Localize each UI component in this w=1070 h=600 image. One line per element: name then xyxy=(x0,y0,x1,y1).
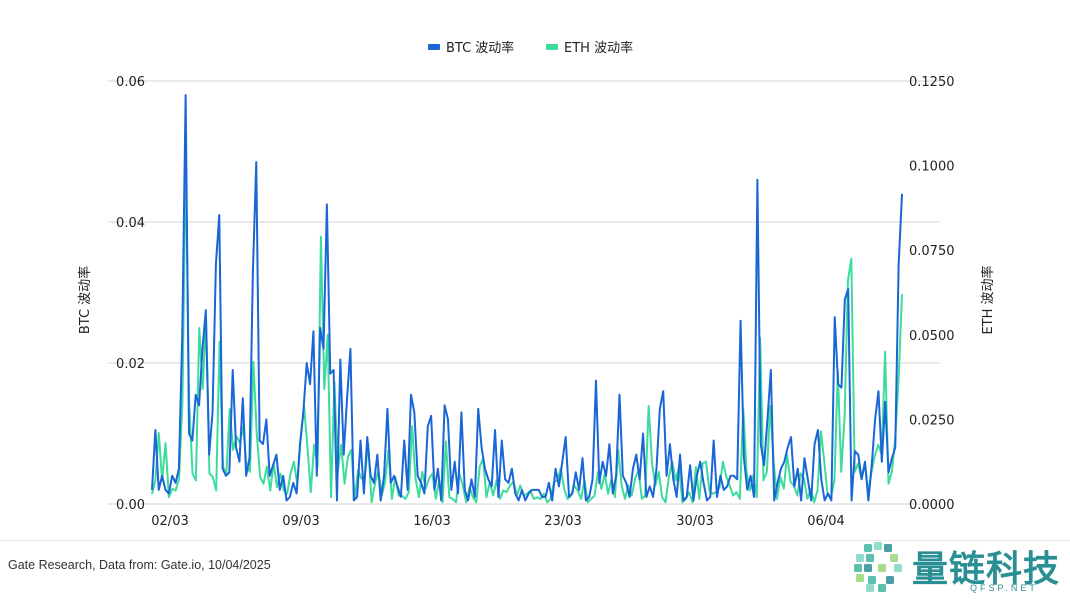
source-note: Gate Research, Data from: Gate.io, 10/04… xyxy=(8,558,271,572)
left-tick-label: 0.06 xyxy=(116,75,145,90)
watermark-logo: 量链科技 QFSP.NET xyxy=(850,538,1065,598)
left-axis-label: BTC 波动率 xyxy=(77,266,93,334)
x-tick-label: 06/04 xyxy=(807,514,844,529)
watermark-text: 量链科技 xyxy=(912,549,1061,590)
x-tick-label: 23/03 xyxy=(544,514,581,529)
right-axis-label: ETH 波动率 xyxy=(980,265,996,334)
right-tick-label: 0.0250 xyxy=(909,413,955,428)
left-axis-ticks: 0.00 0.02 0.04 0.06 xyxy=(116,75,145,513)
watermark-mosaic-icon xyxy=(854,542,902,592)
legend-label: ETH 波动率 xyxy=(564,40,633,56)
legend: BTC 波动率 ETH 波动率 xyxy=(428,40,633,56)
legend-swatch xyxy=(428,44,440,50)
legend-swatch xyxy=(546,44,558,50)
series-layer xyxy=(151,94,903,504)
right-tick-label: 0.1000 xyxy=(909,160,955,175)
right-tick-label: 0.1250 xyxy=(909,75,955,90)
x-tick-label: 02/03 xyxy=(151,514,188,529)
x-tick-label: 09/03 xyxy=(282,514,319,529)
left-tick-label: 0.04 xyxy=(116,216,145,231)
footer-divider xyxy=(0,540,1070,541)
grid-lines xyxy=(108,80,940,505)
watermark-subtext: QFSP.NET xyxy=(970,583,1038,593)
eth-series-line xyxy=(151,154,903,504)
right-tick-label: 0.0000 xyxy=(909,498,955,513)
x-tick-label: 16/03 xyxy=(413,514,450,529)
legend-label: BTC 波动率 xyxy=(446,40,514,56)
btc-series-line xyxy=(151,94,903,502)
left-tick-label: 0.00 xyxy=(116,498,145,513)
volatility-line-chart: 0.00 0.02 0.04 0.06 0.0000 0.0250 0.0500 0.075… xyxy=(77,40,996,529)
x-axis-ticks: 02/03 09/03 16/03 23/03 30/03 06/04 xyxy=(151,514,844,529)
x-tick-label: 30/03 xyxy=(676,514,713,529)
right-axis-ticks: 0.0000 0.0250 0.0500 0.0750 0.1000 0.1250 xyxy=(909,75,955,513)
right-tick-label: 0.0500 xyxy=(909,329,955,344)
left-tick-label: 0.02 xyxy=(116,357,145,372)
right-tick-label: 0.0750 xyxy=(909,244,955,259)
